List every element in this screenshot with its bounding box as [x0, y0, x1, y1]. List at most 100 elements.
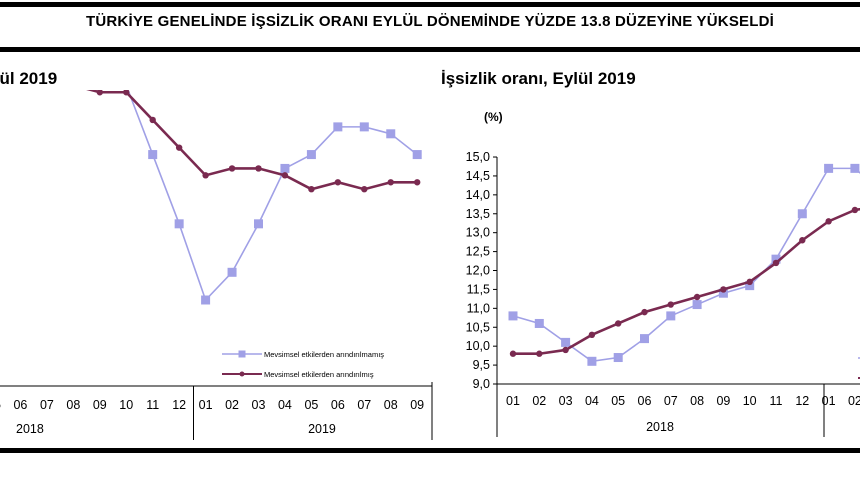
- right-series-2-point: [562, 346, 569, 354]
- right-series-1-point: [666, 311, 676, 321]
- right-series-2-point: [641, 308, 648, 316]
- left-x-tick-label: 06: [331, 398, 345, 412]
- right-x-tick-label: 08: [690, 394, 704, 408]
- right-x-tick-label: 01: [822, 394, 836, 408]
- right-x-tick-label: 12: [795, 394, 809, 408]
- right-series-1-point: [561, 337, 571, 347]
- right-x-tick-label: 09: [716, 394, 730, 408]
- right-series-2-point: [509, 350, 517, 357]
- right-series-2-point: [536, 350, 543, 357]
- left-x-tick-label: 08: [66, 398, 80, 412]
- right-series-1-point: [745, 281, 755, 291]
- right-x-tick-label: 02: [848, 394, 860, 408]
- right-y-tick-label: 13,5: [466, 207, 490, 221]
- right-series-1-point: [640, 334, 649, 344]
- left-year-label: 2018: [16, 422, 44, 436]
- right-series-1-point: [613, 353, 623, 363]
- right-series-2-point: [615, 320, 622, 327]
- headline-underline: [0, 47, 860, 52]
- right-series-1-point: [797, 209, 807, 219]
- right-series-1-point: [824, 163, 834, 173]
- left-legend-label: Mevsimsel etkilerden arındırılmamış: [264, 350, 384, 359]
- left-series-2-point: [175, 144, 183, 151]
- right-series-1-point: [534, 318, 544, 328]
- left-x-tick-label: 08: [384, 398, 398, 412]
- left-legend-marker: [239, 371, 245, 377]
- bottom-rule: [0, 448, 860, 453]
- left-chart-title: Eylül 2019: [0, 69, 58, 88]
- right-y-tick-label: 9,5: [473, 358, 490, 372]
- right-y-tick-label: 11,0: [467, 301, 490, 315]
- right-series-1-line: [512, 167, 860, 363]
- right-chart-title: İşsizlik oranı, Eylül 2019: [441, 69, 636, 88]
- left-series-2-point: [334, 179, 342, 186]
- headline: TÜRKİYE GENELİNDE İŞSİZLİK ORANI EYLÜL D…: [86, 13, 774, 30]
- left-x-tick-label: 01: [199, 398, 213, 412]
- right-x-tick-label: 07: [664, 394, 678, 408]
- left-x-tick-label: 05: [0, 398, 1, 412]
- left-series-2-point: [361, 186, 368, 193]
- right-series-2-point: [851, 206, 859, 214]
- right-series-2-point: [720, 286, 727, 293]
- left-x-tick-label: 07: [357, 398, 371, 412]
- right-x-tick-label: 10: [743, 394, 757, 408]
- right-series-2-point: [746, 278, 753, 286]
- left-series-2-point: [228, 165, 236, 172]
- right-series-2-point: [693, 293, 701, 301]
- left-series-2-point: [202, 172, 209, 179]
- right-series-1-point: [508, 311, 518, 321]
- left-x-tick-label: 09: [410, 398, 424, 412]
- right-x-tick-label: 05: [611, 394, 625, 408]
- left-series-2-point: [149, 116, 156, 124]
- left-x-tick-label: 06: [13, 398, 27, 412]
- left-series-1-point: [386, 129, 396, 139]
- left-series-1-point: [227, 267, 237, 277]
- right-y-tick-label: 9,0: [473, 377, 490, 391]
- left-series-1-point: [201, 295, 211, 305]
- left-x-tick-label: 04: [278, 398, 292, 412]
- right-series-1-point: [587, 356, 597, 366]
- left-series-1-line: [127, 90, 418, 302]
- right-y-tick-label: 10,0: [466, 339, 490, 353]
- right-series-2-point: [799, 237, 806, 244]
- right-y-tick-label: 15,0: [466, 150, 490, 164]
- right-y-tick-label: 14,0: [466, 188, 490, 202]
- left-series-2-point: [123, 90, 130, 96]
- left-legend-marker: [238, 350, 246, 358]
- right-x-tick-label: 11: [770, 394, 783, 408]
- left-series-1-point: [280, 163, 290, 173]
- left-series-1-point: [333, 122, 343, 132]
- right-y-tick-label: 12,5: [466, 245, 490, 259]
- right-series-2-line: [513, 207, 860, 356]
- right-series-2-point: [825, 218, 832, 225]
- right-x-tick-label: 03: [559, 394, 573, 408]
- left-series-2-point: [387, 179, 394, 186]
- right-series-1-point: [692, 300, 702, 310]
- right-y-tick-label: 11,5: [467, 282, 490, 296]
- left-x-tick-label: 07: [40, 398, 54, 412]
- top-rule: [0, 2, 860, 7]
- right-y-tick-label: 14,5: [466, 169, 490, 183]
- right-x-tick-label: 01: [506, 394, 520, 408]
- right-x-tick-label: 06: [638, 394, 652, 408]
- left-x-tick-label: 11: [146, 398, 159, 412]
- left-series-2-point: [414, 179, 421, 186]
- left-series-1-point: [359, 122, 369, 132]
- left-x-tick-label: 12: [172, 398, 186, 412]
- left-series-1-point: [306, 150, 316, 160]
- left-series-1-point: [254, 219, 263, 229]
- left-x-tick-label: 10: [119, 398, 133, 412]
- left-legend-label: Mevsimsel etkilerden arındırılmış: [264, 370, 374, 379]
- right-x-tick-label: 02: [532, 394, 546, 408]
- left-series-2-point: [281, 172, 289, 179]
- right-series-2-point: [667, 301, 674, 308]
- left-series-1-point: [148, 150, 158, 160]
- left-year-label: 2019: [308, 422, 336, 436]
- left-line-chart: 05 06 07 08 09 10 11 12 01 02 03 04 05 06 07 08 09 2018 20…: [0, 90, 433, 440]
- left-series-1-point: [412, 150, 422, 160]
- left-x-tick-label: 03: [252, 398, 266, 412]
- right-year-label: 2018: [646, 420, 674, 434]
- right-y-tick-label: 13,0: [466, 226, 490, 240]
- y-axis-unit-label: (%): [484, 110, 503, 124]
- left-x-tick-label: 05: [304, 398, 318, 412]
